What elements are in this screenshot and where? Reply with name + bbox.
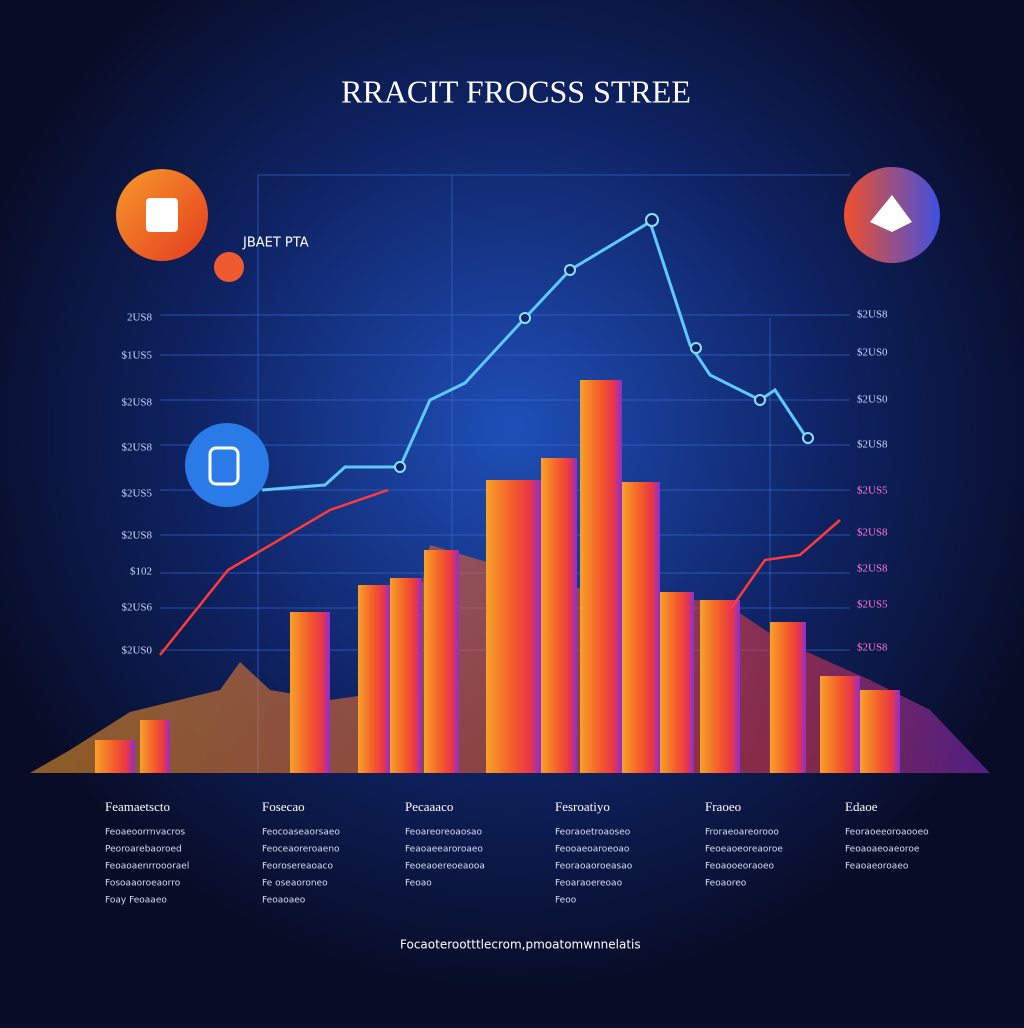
icon-glyph — [146, 198, 178, 232]
column-heading: Fosecao — [262, 799, 305, 814]
right-label: $2US8 — [857, 563, 888, 575]
right-label: $2US8 — [857, 309, 888, 321]
right-label: $2US5 — [857, 599, 888, 611]
column-line: Feoo — [555, 896, 577, 906]
title: RRACIT FROCSS STREE — [341, 73, 691, 109]
bars — [95, 380, 900, 773]
column-line: Feoaoaeoaeoroe — [845, 845, 920, 855]
icon-glyph — [208, 446, 240, 486]
right-label: $2US8 — [857, 439, 888, 451]
red-line-right — [728, 519, 841, 611]
column-line: Feooaeoaroeoao — [555, 845, 630, 855]
column-line: Fosoaaoroeaorro — [105, 879, 181, 889]
column-line: Feoaoaeo — [262, 896, 306, 906]
column-line: Peoroarebaoroed — [105, 845, 182, 855]
right-label: $2US0 — [857, 394, 888, 406]
column-heading: Edaoe — [845, 799, 878, 814]
left-label: $2US6 — [121, 602, 152, 614]
left-label: $102 — [130, 566, 152, 578]
column-line: Feorosereaoaco — [262, 862, 333, 872]
left-label: $2US8 — [121, 442, 152, 454]
column-line: Feaoaeearoroaeo — [405, 845, 483, 855]
left-label: $2US0 — [121, 645, 152, 657]
line-points — [394, 213, 814, 473]
column-heading: Feamaetscto — [105, 799, 170, 814]
column-heading: Fraoeo — [705, 799, 741, 814]
column-line: Feoaoreo — [705, 879, 747, 889]
right-label: $2US5 — [857, 485, 888, 497]
right-label: $2US0 — [857, 347, 888, 359]
red-line — [159, 488, 389, 656]
column-line: Feoceaoreroaeno — [262, 845, 340, 855]
column-line: Feoeaoeoreaoroe — [705, 845, 783, 855]
left-label: $2US5 — [121, 488, 152, 500]
column-line: Feoaooeoraoeo — [705, 862, 775, 872]
column-line: Feaoaeoroaeo — [845, 862, 909, 872]
left-label: $1US5 — [121, 350, 152, 362]
column-line: Feoraoaoroeasao — [555, 862, 633, 872]
column-heading: Pecaaaco — [405, 799, 453, 814]
column-line: Feoareoreoaosao — [405, 828, 483, 838]
column-line: Feoaraoereoao — [555, 879, 623, 889]
right-label: $2US8 — [857, 642, 888, 654]
icon-blue — [185, 423, 269, 507]
left-label: $2US8 — [121, 530, 152, 542]
column-line: Feoaoaenrrooorael — [105, 862, 189, 872]
blue-line — [261, 219, 810, 492]
dot — [214, 252, 244, 282]
column-line: Fe oseaoroneo — [262, 879, 328, 889]
column-line: Feocoaseaorsaeo — [262, 828, 340, 838]
column-line: Feoeaoereoeaooa — [405, 862, 485, 872]
column-heading: Fesroatiyo — [555, 799, 610, 814]
column-line: Feoraoetroaoseo — [555, 828, 631, 838]
column-line: Feoaeoorrnvacros — [105, 828, 185, 838]
left-label: $2US8 — [121, 397, 152, 409]
column-line: Foay Feoaaeo — [105, 896, 167, 906]
legend: JBAET PTA — [242, 236, 309, 251]
column-line: Froraeoareorooo — [705, 828, 779, 838]
footer: Focaoterootttlecrom,pmoatomwnnelatis — [400, 938, 641, 952]
column-line: Feoraoeeoroaooeo — [845, 828, 929, 838]
right-label: $2US8 — [857, 527, 888, 539]
icon-glyph — [870, 195, 912, 232]
left-label: 2US8 — [127, 312, 153, 324]
column-line: Feoao — [405, 879, 432, 889]
